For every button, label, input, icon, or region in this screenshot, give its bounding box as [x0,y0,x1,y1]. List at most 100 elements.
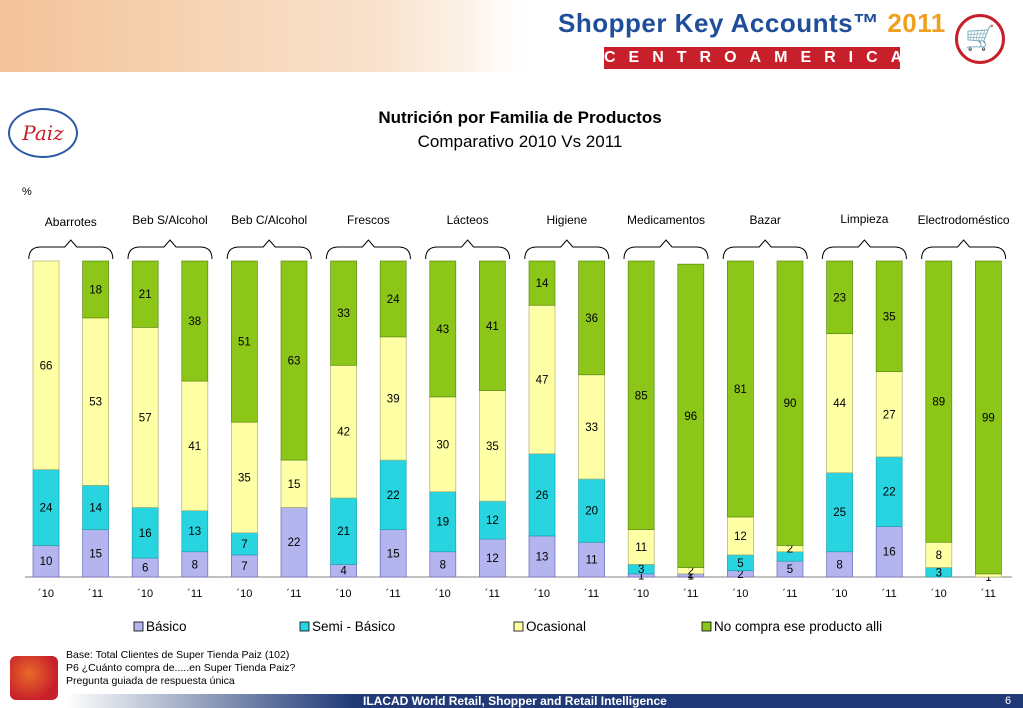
data-label: 85 [635,390,648,402]
bar-segment [875,371,903,458]
bar-segment [379,529,407,578]
data-label: 13 [188,526,201,538]
group-brace [127,239,213,260]
bar-segment [479,390,506,502]
x-tick-label: ´10 [336,588,352,600]
bar-segment [875,260,903,372]
legend-swatch [133,621,144,632]
page-number: 6 [1005,695,1012,707]
x-tick-label: ´11 [88,588,103,600]
data-label: 18 [89,284,102,296]
brand-name: Shopper Key Accounts™ [558,8,880,38]
group-brace [722,239,808,260]
bar-segment [826,472,853,553]
bar-segment [975,260,1002,575]
bar-segment [975,573,1002,578]
x-tick-label: ´11 [782,588,797,600]
bar-segment [82,485,109,530]
bar-segment [379,459,407,530]
data-label: 2 [787,544,793,556]
group-label: Higiene [546,213,587,227]
x-tick-label: ´11 [981,588,996,600]
x-tick-label: ´10 [832,588,848,600]
data-label: 20 [585,506,598,518]
data-label: 12 [486,553,499,565]
x-tick-label: ´11 [485,588,500,600]
bar-segment [479,500,506,540]
data-label: 3 [638,564,644,576]
data-label: 35 [486,441,499,453]
bar-segment [479,260,506,391]
data-label: 7 [241,539,247,551]
bar-segment [925,260,953,543]
data-label: 8 [192,559,198,571]
group-brace [226,239,312,260]
data-label: 22 [387,490,400,502]
bar-segment [330,260,357,366]
data-label: 21 [139,289,152,301]
group-brace [524,239,610,260]
data-label: 22 [288,537,301,549]
bar-segment [429,260,457,398]
footer-note-base: Base: Total Clientes de Super Tienda Pai… [66,649,290,661]
bar-segment [82,529,109,578]
bar-segment [875,456,903,527]
data-label: 89 [932,397,945,409]
data-label: 11 [635,542,647,554]
x-tick-label: ´11 [386,588,401,600]
bar-segment [826,551,853,578]
group-label: Medicamentos [627,213,705,227]
x-tick-label: ´10 [38,588,54,600]
header-fade [470,0,550,72]
bar-segment [875,526,903,578]
data-label: 11 [586,555,598,567]
bar-segment [280,507,308,578]
group-brace [821,239,907,260]
legend-swatch [299,621,310,632]
unit-label: % [22,186,32,198]
group-label: Electrodoméstico [918,213,1010,227]
footer-note-question: P6 ¿Cuánto compra de.....en Super Tienda… [66,662,296,674]
data-label: 12 [486,515,499,527]
data-label: 23 [833,292,846,304]
group-brace [325,239,411,260]
bar-segment [429,396,457,493]
bar-segment [677,263,705,568]
data-label: 24 [387,294,400,306]
x-tick-label: ´10 [633,588,649,600]
footer-bar-text: ILACAD World Retail, Shopper and Retail … [363,694,667,708]
data-label: 3 [936,567,942,579]
group-label: Lácteos [447,213,489,227]
data-label: 42 [337,427,350,439]
data-label: 81 [734,384,747,396]
data-label: 21 [337,526,350,538]
bar-segment [32,545,60,578]
bar-segment [330,497,357,565]
bar-segment [379,336,407,461]
data-label: 53 [89,397,102,409]
legend-label: Ocasional [526,619,586,634]
data-label: 12 [734,531,747,543]
x-tick-label: ´11 [286,588,301,600]
bar-segment [479,538,506,578]
bar-segment [727,260,754,518]
group-label: Frescos [347,213,390,227]
data-label: 57 [139,412,152,424]
data-label: 2 [688,566,694,578]
bar-segment [32,260,60,470]
shopping-cart-icon: 🛒 [955,14,1005,64]
data-label: 1 [688,570,694,582]
data-label: 33 [337,308,350,320]
data-label: 14 [536,278,549,290]
group-brace [425,239,511,260]
data-label: 99 [982,412,995,424]
group-brace [28,239,114,260]
bar-segment [826,260,853,335]
x-tick-label: ´11 [882,588,897,600]
data-label: 7 [241,561,247,573]
data-label: 15 [89,548,102,560]
data-label: 35 [883,311,896,323]
data-label: 19 [436,517,449,529]
paiz-logo: Paiz [8,108,78,158]
data-label: 4 [340,566,347,578]
